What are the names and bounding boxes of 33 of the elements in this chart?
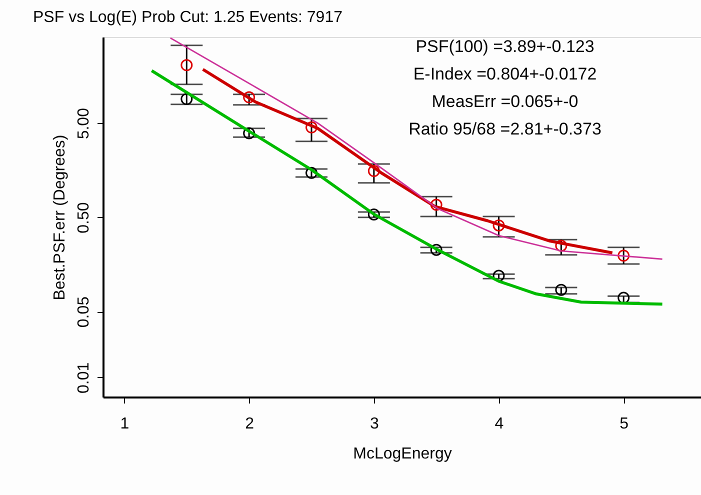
point (430, 198, 442, 211)
line-series (201, 68, 614, 254)
line-series (170, 37, 664, 260)
annotation: MeasErr =0.065+-0 (432, 92, 578, 111)
point (180, 59, 193, 72)
y-tick-label: 5.00 (76, 108, 92, 140)
line-series (150, 69, 664, 306)
y-tick-label: 0.05 (76, 296, 92, 328)
chart-title: PSF vs Log(E) Prob Cut: 1.25 Events: 7917 (33, 9, 343, 26)
point (492, 219, 505, 232)
x-tick-label: 2 (245, 416, 254, 432)
annotation: PSF(100) =3.89+-0.123 (416, 37, 594, 56)
y-tick-label: 0.01 (76, 362, 92, 394)
x-tick-label: 1 (120, 416, 130, 432)
y-axis-title: Best.PSF.err (Degrees) (52, 134, 68, 300)
point (305, 166, 318, 179)
point (305, 121, 318, 134)
annotation: Ratio 95/68 =2.81+-0.373 (408, 120, 602, 138)
point (243, 91, 256, 104)
point (618, 250, 630, 262)
point (368, 165, 380, 178)
y-tick-label: 0.50 (76, 202, 92, 234)
point (368, 208, 380, 220)
point (555, 284, 568, 296)
annotation: E-Index =0.804+-0.0172 (413, 64, 597, 84)
point (555, 240, 568, 252)
x-axis-title: McLogEnergy (353, 446, 452, 462)
x-tick-label: 5 (620, 416, 629, 432)
point (243, 127, 256, 140)
x-tick-label: 4 (494, 416, 504, 432)
point (430, 244, 442, 256)
x-tick-label: 3 (370, 416, 379, 432)
point (180, 93, 193, 106)
